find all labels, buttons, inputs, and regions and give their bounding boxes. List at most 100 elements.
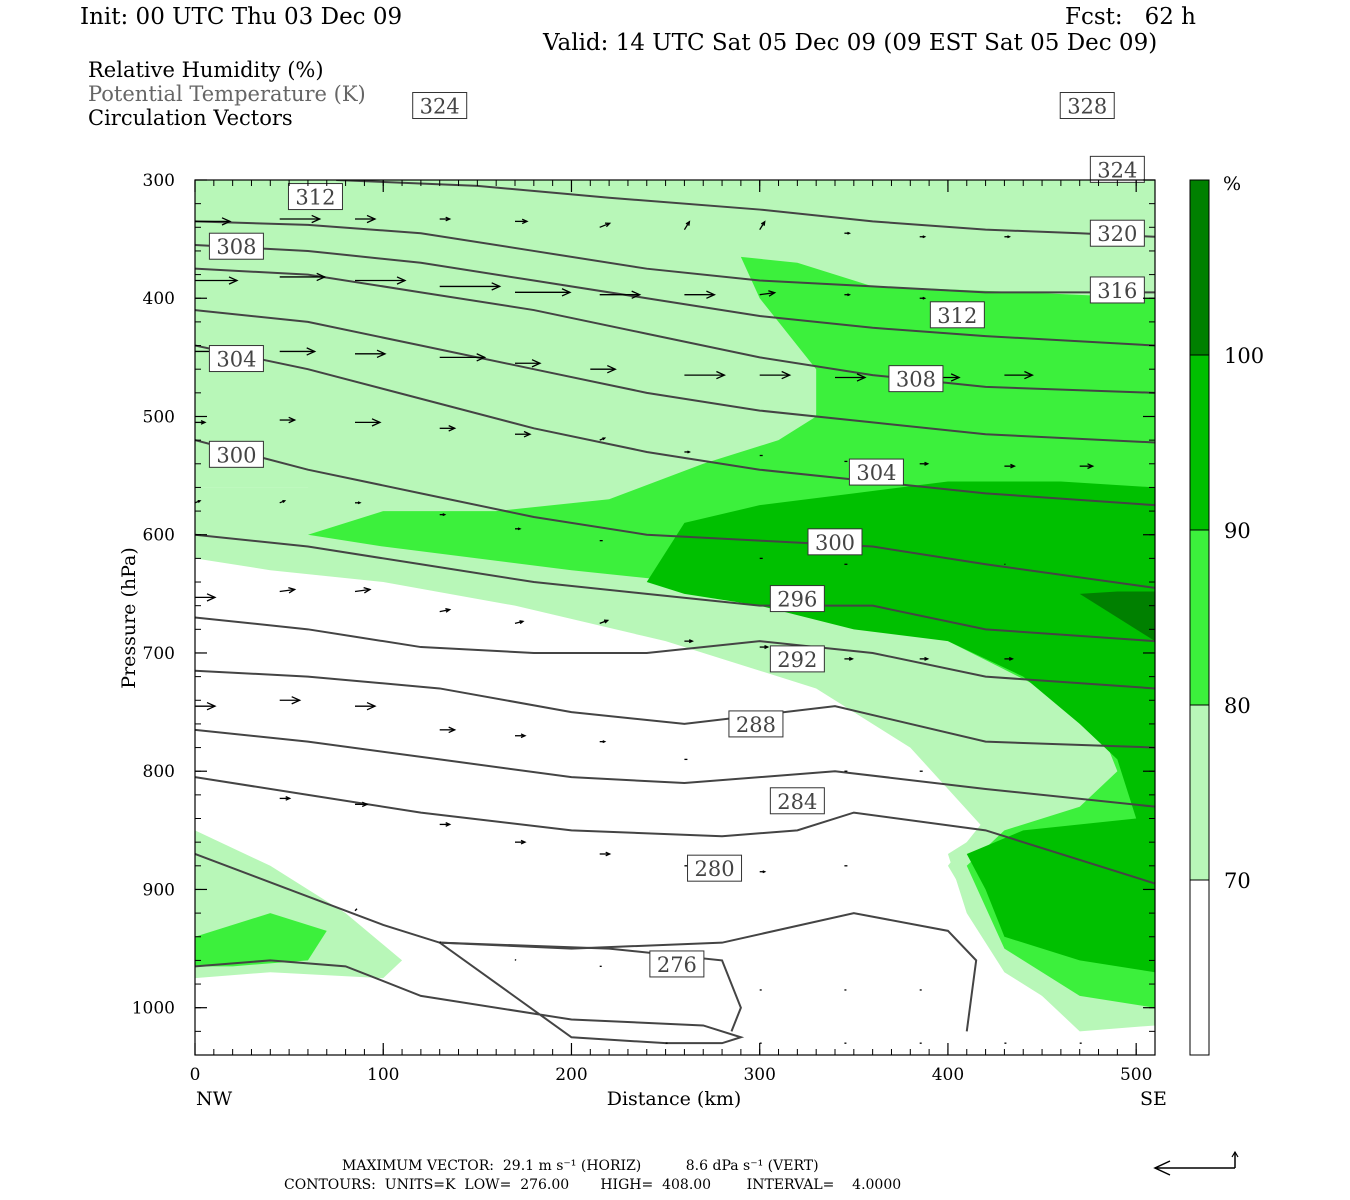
theta-label-280: 280: [687, 854, 743, 882]
colorbar-segment: [1189, 529, 1210, 706]
circulation-vector: [279, 586, 297, 594]
vector-head: [605, 851, 612, 857]
vector-head: [448, 726, 457, 734]
vector-head: [206, 701, 217, 711]
max-vector-note: MAXIMUM VECTOR: 29.1 m s⁻¹ (HORIZ) 8.6 d…: [342, 1158, 819, 1174]
theta-label-304: 304: [848, 458, 904, 486]
theta-label-320: 320: [1089, 219, 1145, 247]
circulation-vector: [684, 639, 694, 644]
theta-label-box: [1089, 219, 1145, 247]
vector-head: [521, 218, 529, 225]
vector-head: [924, 656, 930, 661]
theta-label-box: [929, 301, 985, 329]
circulation-vector: [599, 437, 607, 441]
x-axis-label: Distance (km): [607, 1088, 742, 1110]
theta-contour-316: [195, 267, 1155, 394]
circulation-vector: [590, 364, 617, 374]
vector-head: [531, 359, 542, 368]
theta-label-text: 300: [216, 443, 256, 467]
vector-head: [445, 607, 452, 613]
vector-head: [197, 500, 202, 503]
theta-contour-304: [195, 439, 1155, 589]
circulation-vector: [439, 513, 447, 517]
circulation-vector: [759, 220, 766, 231]
theta-label-box: [1089, 276, 1145, 304]
vector-head: [291, 696, 302, 705]
circulation-vector: [355, 276, 407, 285]
circulation-vector: [919, 656, 930, 661]
vector-head: [371, 418, 382, 427]
y-tick-label: 500: [143, 407, 175, 427]
circulation-vector: [279, 416, 297, 424]
circulation-vector: [515, 359, 542, 368]
circulation-vector: [355, 801, 369, 808]
theta-label-text: 324: [1097, 158, 1137, 182]
theta-label-text: 312: [295, 186, 335, 210]
theta-label-box: [412, 92, 468, 120]
vector-head: [228, 276, 239, 285]
rh-region-70: [195, 180, 760, 464]
colorbar-unit: %: [1223, 173, 1241, 195]
vector-head: [764, 645, 770, 650]
theta-label-text: 280: [694, 857, 734, 881]
theta-label-300: 300: [208, 440, 264, 468]
vector-layer: [195, 214, 1095, 1044]
theta-contour-324: [195, 220, 1155, 294]
circulation-vector: [439, 607, 452, 613]
theta-contour-288: [195, 728, 1155, 808]
vector-head: [848, 656, 854, 661]
circulation-vector: [599, 222, 612, 228]
theta-label-276: 276: [649, 950, 705, 978]
circulation-vector: [759, 870, 767, 874]
vector-head: [311, 214, 322, 224]
vector-head: [924, 461, 930, 466]
vector-head: [922, 235, 927, 239]
circulation-vector: [279, 347, 317, 356]
theta-label-text: 320: [1097, 222, 1137, 246]
theta-label-text: 276: [657, 953, 697, 977]
vector-head: [520, 839, 527, 845]
vector-head: [602, 740, 607, 744]
theta-label-box: [687, 854, 743, 882]
colorbar-segment: [1189, 354, 1210, 531]
rh-region-100: [1079, 591, 1155, 642]
vector-head: [760, 220, 766, 226]
colorbar-level-label: 80: [1224, 694, 1251, 718]
vector-head: [706, 290, 716, 299]
circulation-vector: [355, 418, 382, 427]
circulation-vector: [195, 217, 232, 226]
theta-label-308: 308: [888, 365, 944, 393]
theta-label-text: 324: [420, 95, 460, 119]
theta-label-324: 324: [1089, 155, 1145, 183]
circulation-vector: [844, 656, 854, 661]
theta-contour-layer: [195, 180, 1155, 1045]
x-tick-label: 400: [932, 1065, 964, 1085]
theta-label-312: 312: [287, 183, 343, 211]
theta-label-312: 312: [929, 301, 985, 329]
circulation-vector: [515, 430, 532, 438]
x-tick-label: 0: [190, 1065, 201, 1085]
x-tick-label: 300: [743, 1065, 775, 1085]
vector-shaft: [514, 958, 517, 961]
vector-shaft: [599, 222, 610, 228]
reference-vector-arrow: [1153, 1150, 1239, 1176]
vector-head: [448, 425, 457, 432]
circulation-vector: [515, 733, 527, 739]
circulation-vector: [844, 231, 851, 235]
vector-shaft: [354, 908, 358, 912]
theta-label-box: [287, 183, 343, 211]
vector-head: [361, 801, 369, 808]
circulation-vector: [599, 851, 612, 857]
theta-label-text: 288: [736, 713, 776, 737]
vector-head: [847, 231, 851, 235]
theta-label-292: 292: [769, 645, 825, 673]
valid-time: Valid: 14 UTC Sat 05 Dec 09 (09 EST Sat …: [543, 30, 1158, 56]
vector-head: [1008, 656, 1014, 661]
x-left-end-label: NW: [196, 1088, 233, 1110]
vector-head: [206, 593, 217, 602]
circulation-vector: [439, 425, 457, 432]
vector-head: [306, 347, 317, 356]
vector-head: [445, 822, 452, 827]
theta-label-box: [888, 365, 944, 393]
circulation-vector: [599, 290, 642, 299]
